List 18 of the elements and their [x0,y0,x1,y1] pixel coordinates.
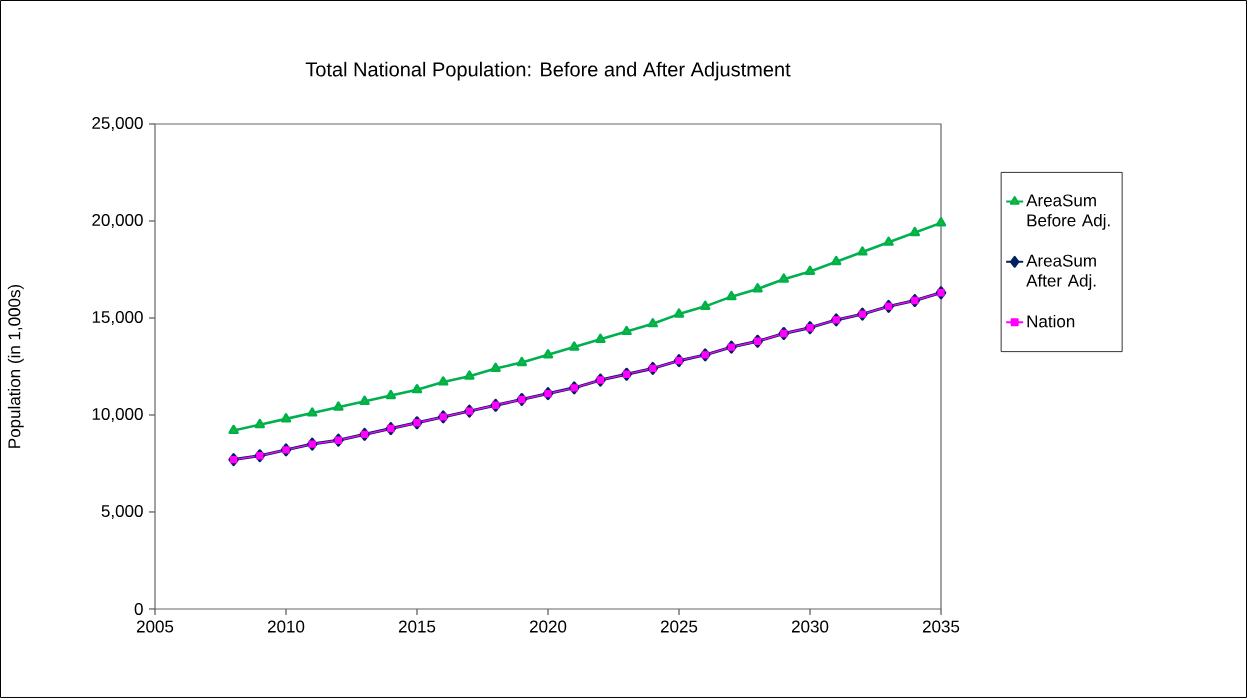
x-tick-label: 2015 [398,620,436,633]
legend-label: AreaSum Before Adj. [1026,194,1110,230]
legend-label: AreaSum After Adj. [1026,254,1096,291]
y-tick-label: 10,000 [92,407,143,422]
x-tick-label: 2005 [136,620,174,633]
y-tick-label: 0 [134,602,143,616]
y-axis-title: Population (in 1,000s) [7,284,24,448]
y-tick-label: 15,000 [92,310,143,325]
x-tick-label: 2020 [529,620,567,633]
x-tick-label: 2030 [791,620,829,633]
y-tick-label: 25,000 [92,116,143,131]
chart-title: Total National Population: Before and After Adjustment [305,61,791,81]
legend-label: Nation [1027,314,1075,328]
x-tick-label: 2010 [267,620,305,633]
y-tick-label: 20,000 [92,213,143,228]
x-tick-label: 2025 [660,620,698,633]
y-tick-label: 5,000 [101,504,143,519]
x-tick-label: 2035 [922,620,960,633]
